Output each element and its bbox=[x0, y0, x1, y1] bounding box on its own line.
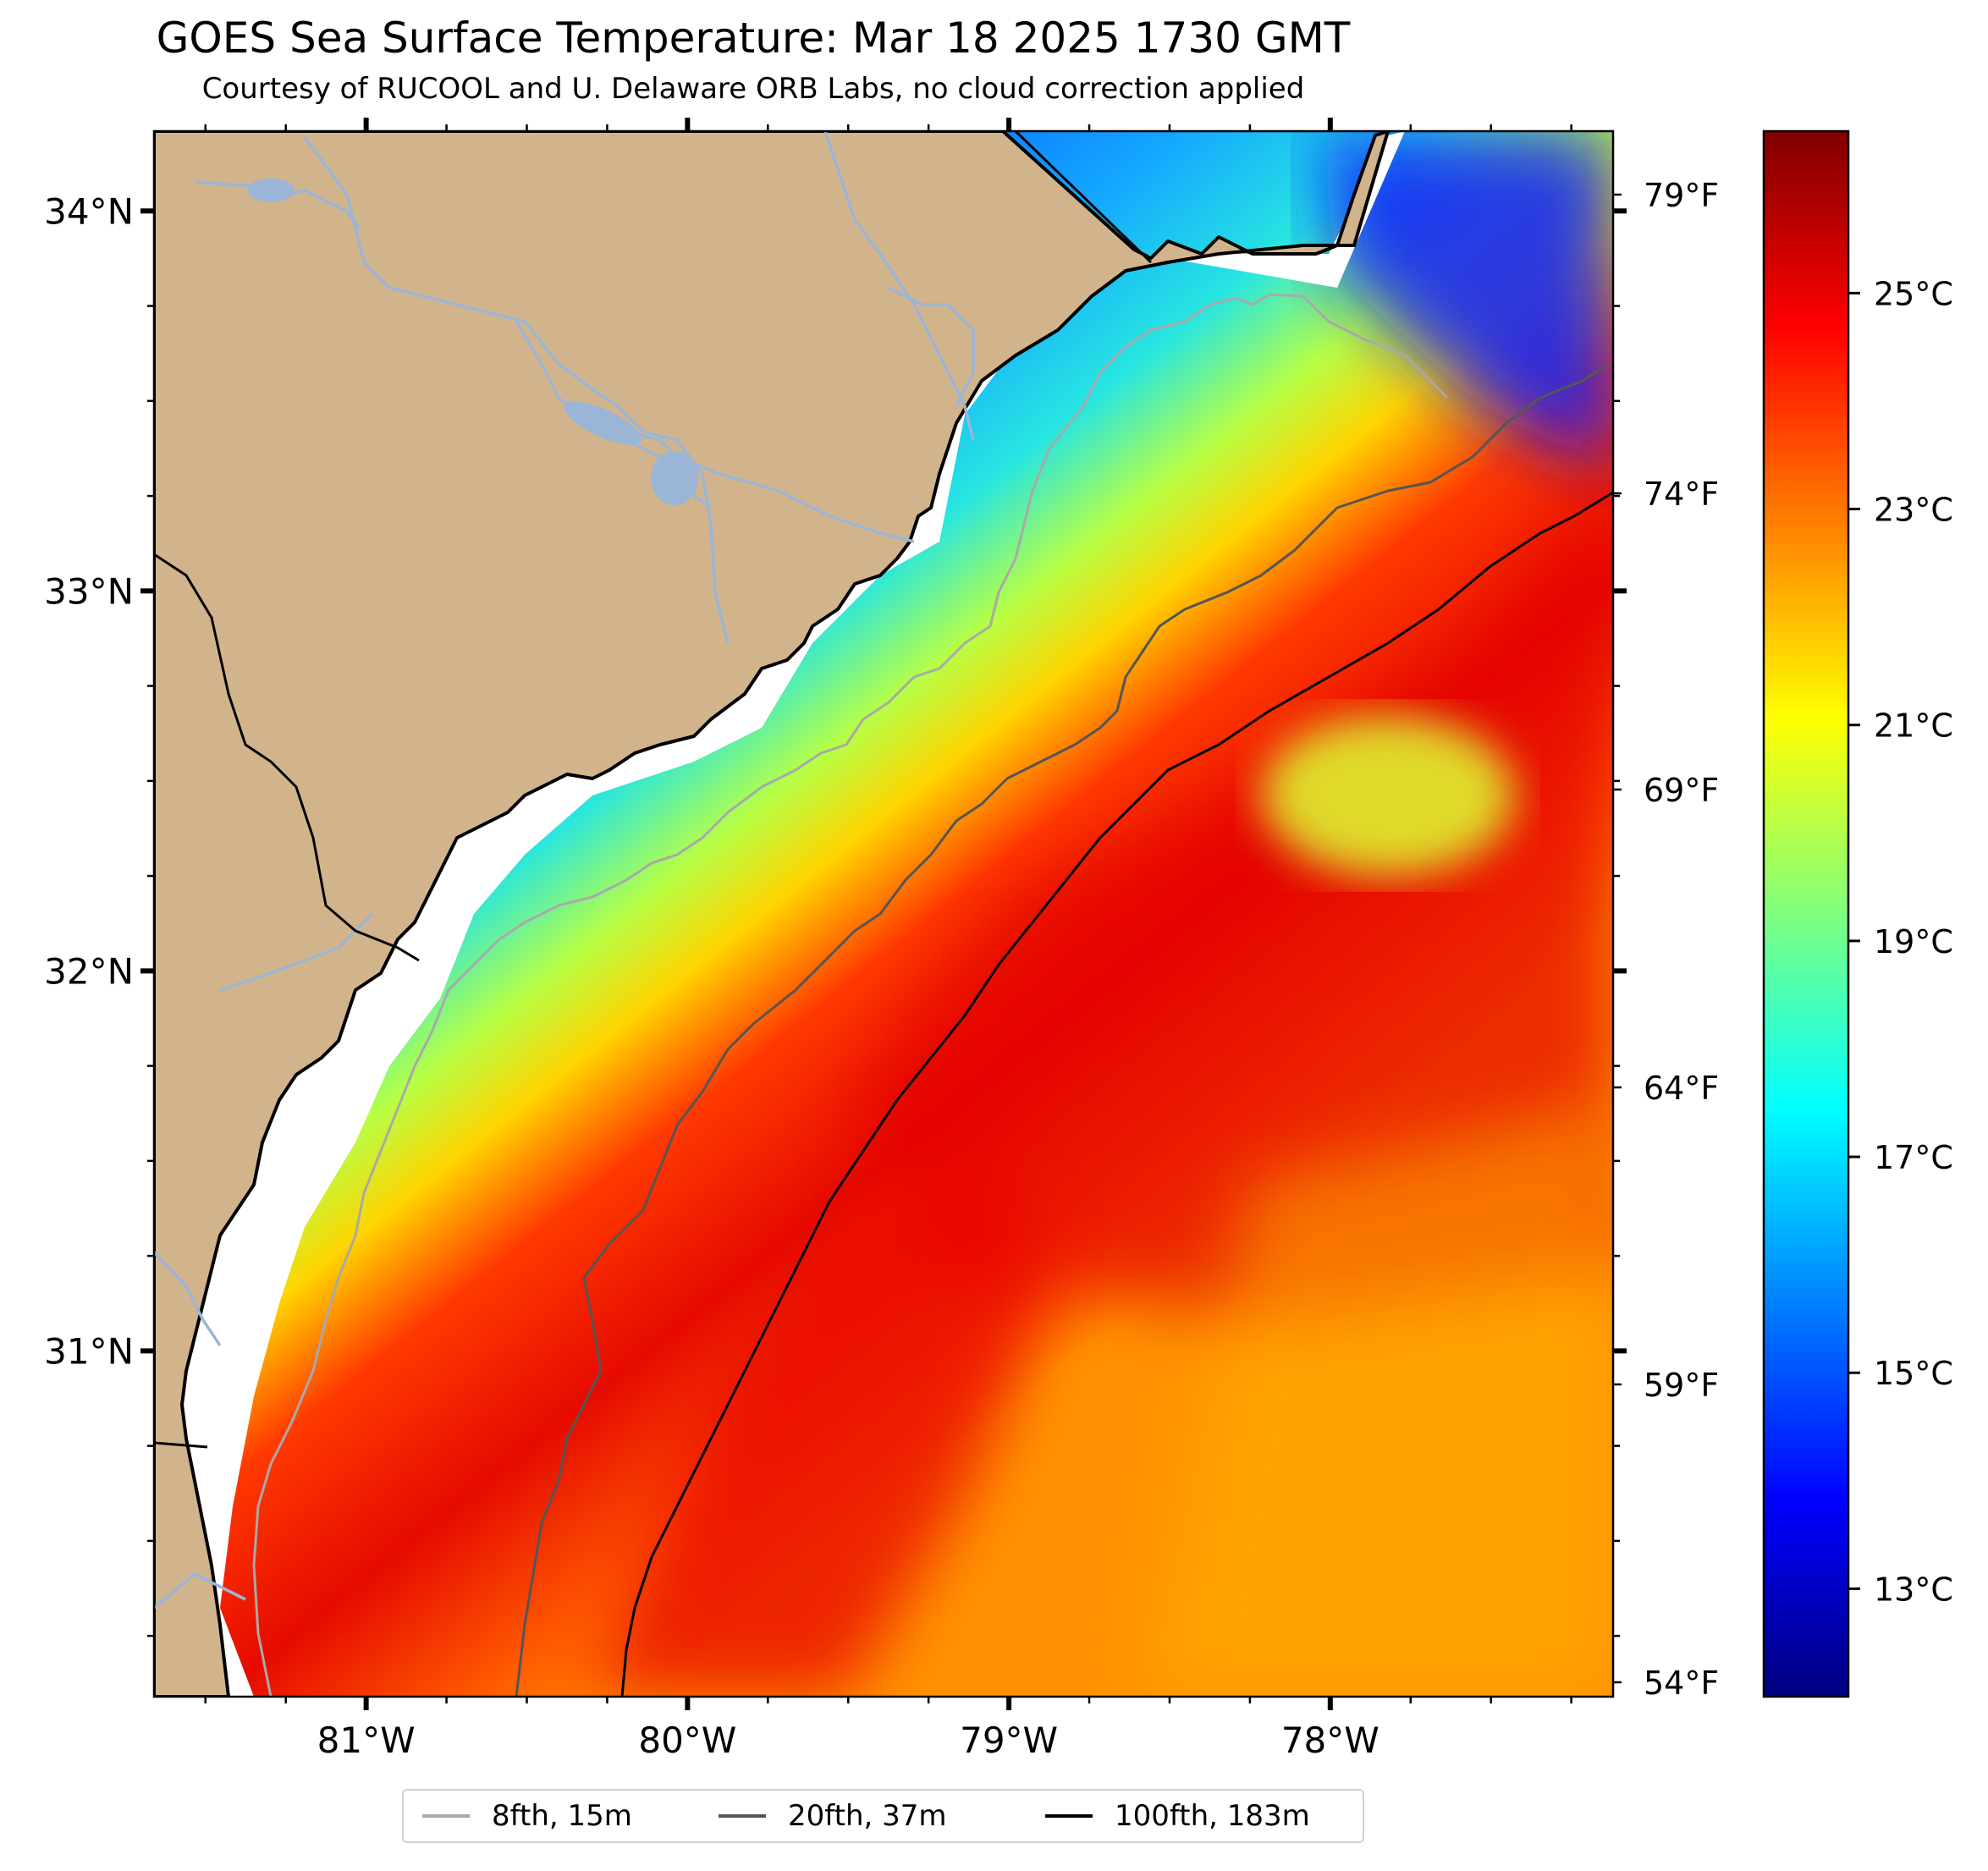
map-frame bbox=[152, 129, 1615, 1698]
legend-label: 100fth, 183m bbox=[1115, 1799, 1310, 1833]
lake bbox=[564, 401, 642, 445]
lon-tick-label: 79°W bbox=[960, 1720, 1058, 1761]
fahrenheit-tick-label: 74°F bbox=[1644, 476, 1719, 513]
bathymetry-contours bbox=[252, 293, 1613, 1697]
chart-subtitle: Courtesy of RUCOOL and U. Delaware ORB L… bbox=[201, 72, 1305, 106]
celsius-tick-label: 15°C bbox=[1874, 1355, 1953, 1392]
fahrenheit-tick-label: 69°F bbox=[1644, 772, 1719, 809]
lon-tick-label: 78°W bbox=[1281, 1720, 1379, 1761]
latitude-labels: 34°N 33°N 32°N 31°N bbox=[44, 190, 134, 1372]
river bbox=[154, 1251, 222, 1346]
lat-tick-label: 32°N bbox=[44, 950, 134, 992]
lon-tick-label: 81°W bbox=[317, 1720, 416, 1761]
lake bbox=[651, 451, 698, 505]
legend-swatch bbox=[1045, 1814, 1093, 1818]
legend-item-20fth: 20fth, 37m bbox=[719, 1791, 947, 1841]
river bbox=[888, 286, 975, 407]
lat-tick-label: 31°N bbox=[44, 1330, 134, 1372]
fahrenheit-tick-label: 59°F bbox=[1644, 1367, 1719, 1404]
contour-100fth bbox=[620, 491, 1613, 1697]
legend-swatch bbox=[719, 1814, 766, 1818]
map-ticks bbox=[140, 118, 1627, 1710]
contour-legend: 8fth, 15m 20fth, 37m 100fth, 183m bbox=[402, 1789, 1364, 1843]
lake bbox=[247, 179, 295, 202]
celsius-tick-label: 25°C bbox=[1874, 275, 1953, 312]
longitude-labels: 81°W 80°W 79°W 78°W bbox=[317, 1720, 1379, 1761]
gulf-stream-core bbox=[846, 474, 1613, 1320]
cold-water-patch bbox=[1320, 131, 1613, 474]
sst-map bbox=[154, 131, 1613, 1697]
lakes bbox=[247, 179, 698, 505]
state-boundary bbox=[154, 553, 420, 962]
lon-tick-label: 80°W bbox=[638, 1720, 736, 1761]
celsius-tick-label: 17°C bbox=[1874, 1139, 1953, 1176]
legend-label: 8fth, 15m bbox=[492, 1799, 632, 1833]
state-boundaries bbox=[154, 131, 1153, 1449]
land-mass bbox=[154, 131, 1390, 1697]
colorbar bbox=[1762, 129, 1850, 1698]
celsius-tick-label: 19°C bbox=[1874, 923, 1953, 960]
celsius-tick-label: 13°C bbox=[1874, 1571, 1953, 1608]
fahrenheit-tick-label: 79°F bbox=[1644, 177, 1719, 214]
legend-item-8fth: 8fth, 15m bbox=[422, 1791, 632, 1841]
sst-features bbox=[592, 131, 1613, 1697]
legend-item-100fth: 100fth, 183m bbox=[1045, 1791, 1310, 1841]
state-boundary bbox=[154, 1441, 208, 1449]
river bbox=[303, 135, 730, 644]
chart-title: GOES Sea Surface Temperature: Mar 18 202… bbox=[156, 14, 1351, 63]
lat-tick-label: 33°N bbox=[44, 570, 134, 612]
warm-core-eddy bbox=[1261, 715, 1515, 876]
rivers bbox=[154, 131, 975, 1610]
river bbox=[154, 1571, 246, 1610]
state-boundary bbox=[1014, 131, 1153, 264]
colorbar-labels: 25°C 23°C 21°C 19°C 17°C 15°C 13°C bbox=[1874, 275, 1953, 1608]
celsius-tick-label: 21°C bbox=[1874, 707, 1953, 745]
lat-tick-label: 34°N bbox=[44, 190, 134, 232]
fahrenheit-tick-label: 54°F bbox=[1644, 1665, 1719, 1702]
river bbox=[823, 131, 975, 441]
warm-water-south-east bbox=[1143, 1100, 1613, 1697]
gulf-stream-core-south bbox=[592, 1168, 1058, 1697]
celsius-tick-label: 23°C bbox=[1874, 492, 1953, 529]
contour-8fth bbox=[252, 293, 1449, 1697]
fahrenheit-labels: 79°F 74°F 69°F 64°F 59°F 54°F bbox=[1644, 177, 1719, 1702]
colorbar-ticks bbox=[1848, 291, 1860, 1590]
fahrenheit-tick-label: 64°F bbox=[1644, 1070, 1719, 1107]
legend-label: 20fth, 37m bbox=[788, 1799, 947, 1833]
contour-20fth bbox=[515, 362, 1609, 1697]
legend-swatch bbox=[422, 1814, 470, 1818]
